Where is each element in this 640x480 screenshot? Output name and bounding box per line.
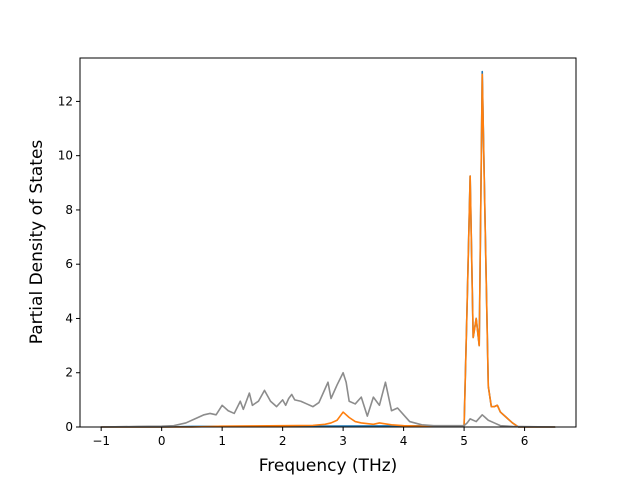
x-axis-label: Frequency (THz) xyxy=(259,456,398,476)
plot-frame xyxy=(79,57,577,428)
x-tick-label: 5 xyxy=(460,434,468,448)
y-tick-label: 2 xyxy=(65,366,73,380)
y-tick-label: 4 xyxy=(65,311,73,325)
x-axis: −1 0 1 2 3 4 5 6 xyxy=(92,427,528,448)
x-tick-label: 6 xyxy=(521,434,529,448)
y-tick-label: 8 xyxy=(65,203,73,217)
x-tick-label: −1 xyxy=(92,434,110,448)
series-layer xyxy=(100,70,556,428)
x-tick-label: 3 xyxy=(339,434,347,448)
y-axis: 0 2 4 6 8 10 12 xyxy=(58,94,80,434)
x-tick-label: 0 xyxy=(158,434,166,448)
series-line-3 xyxy=(100,371,556,428)
x-tick-label: 2 xyxy=(279,434,287,448)
y-axis-label: Partial Density of States xyxy=(27,140,47,345)
y-tick-label: 12 xyxy=(58,94,73,108)
x-tick-label: 1 xyxy=(218,434,226,448)
series-line-2 xyxy=(100,73,556,428)
x-tick-label: 4 xyxy=(400,434,408,448)
y-tick-label: 6 xyxy=(65,257,73,271)
y-tick-label: 10 xyxy=(58,149,73,163)
y-tick-label: 0 xyxy=(65,420,73,434)
